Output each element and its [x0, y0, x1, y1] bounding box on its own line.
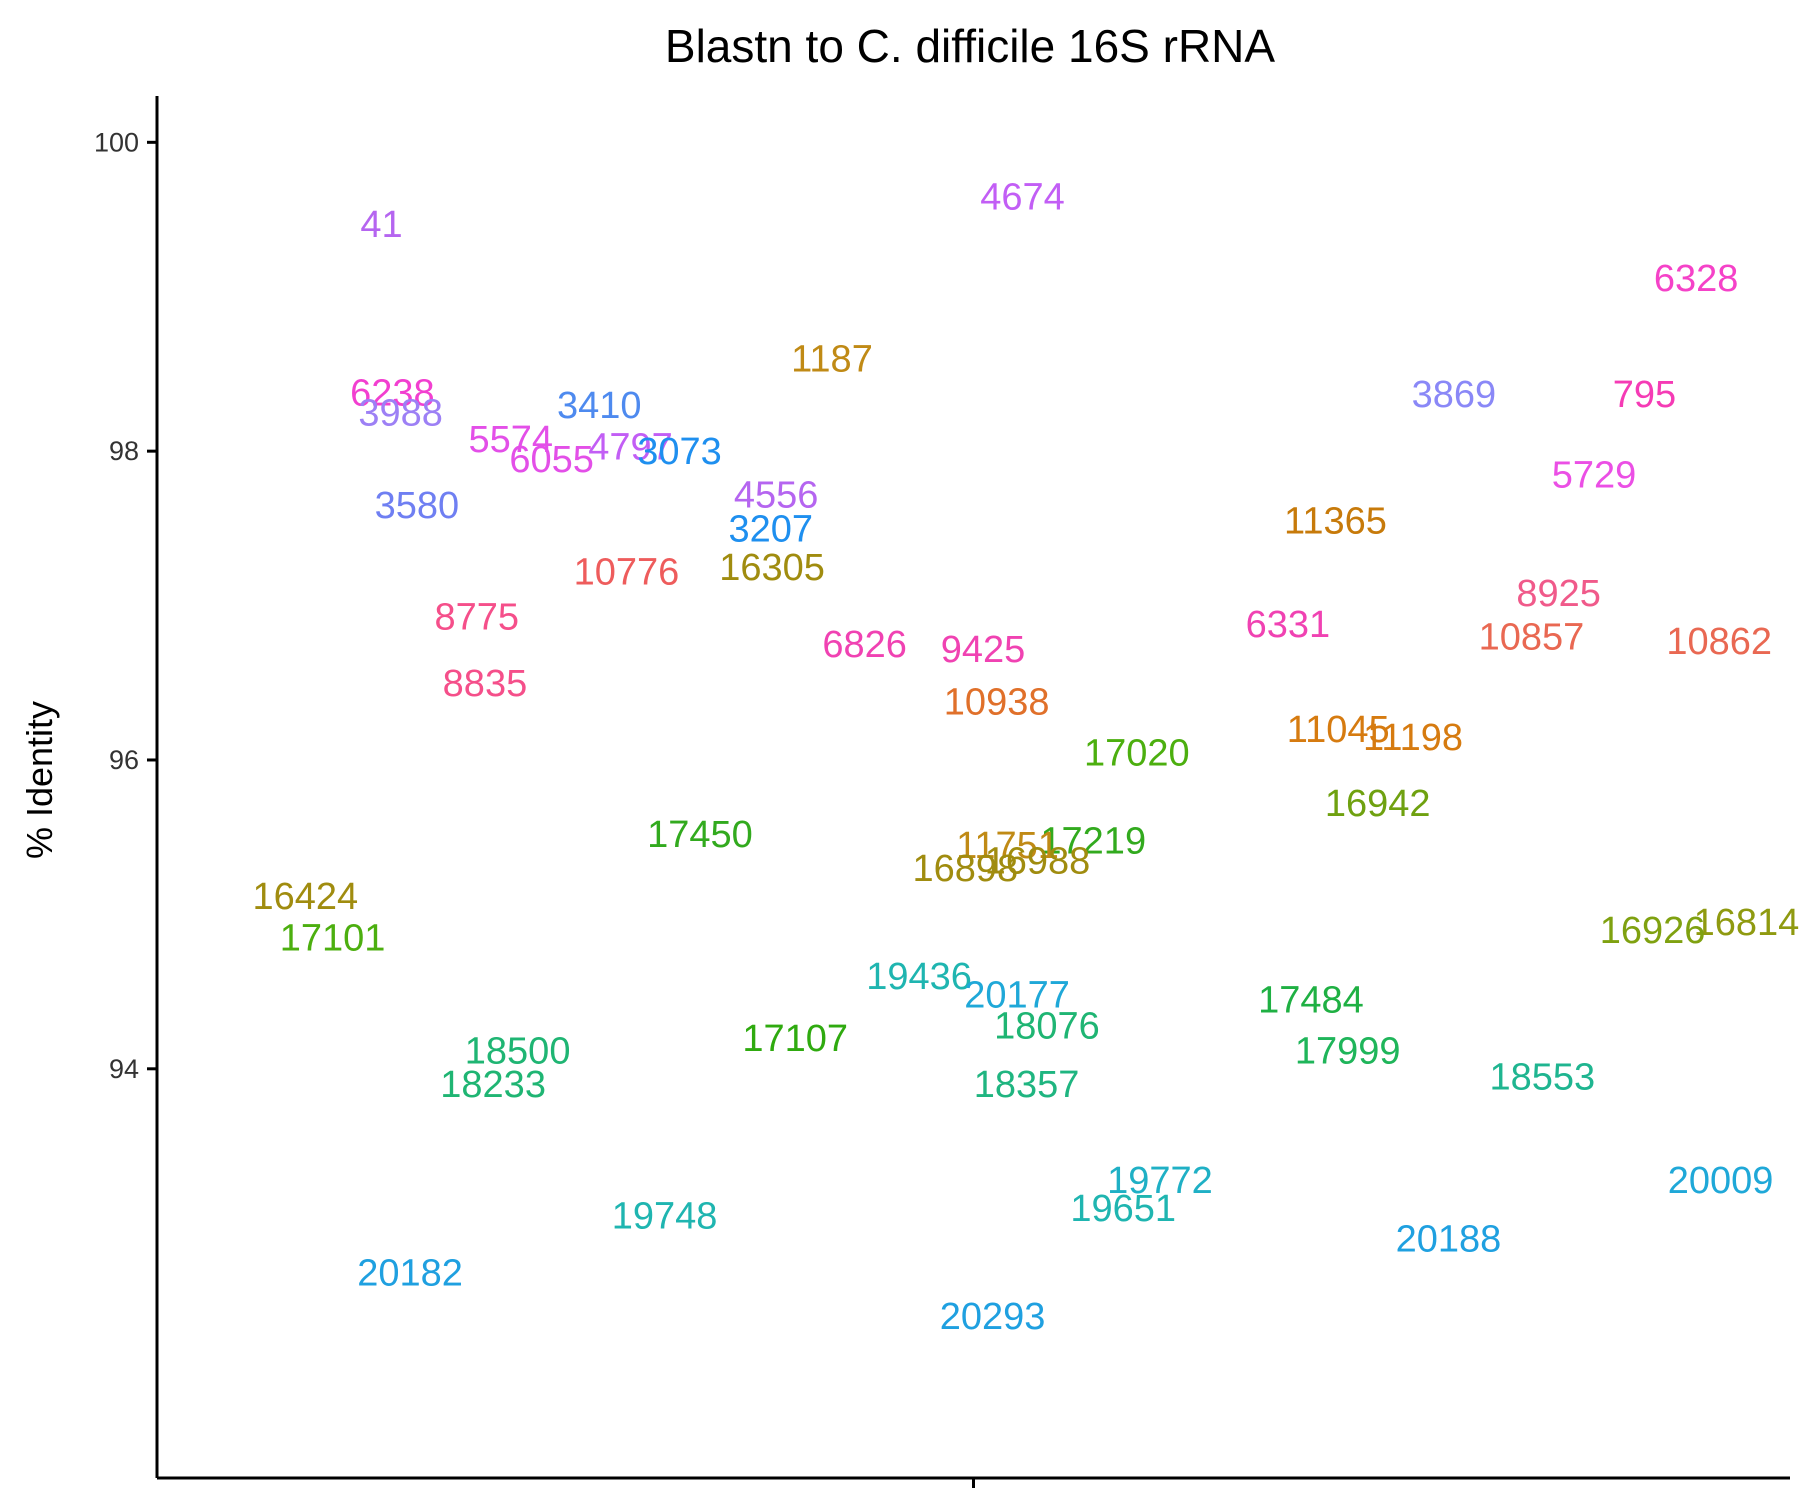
point-label: 20293: [940, 1296, 1046, 1338]
point-label: 8925: [1516, 573, 1601, 615]
point-label: 18357: [974, 1064, 1080, 1106]
point-label: 3988: [358, 393, 443, 435]
point-label: 16898: [912, 848, 1018, 890]
point-label: 9425: [941, 629, 1026, 671]
point-label: 16988: [985, 840, 1091, 882]
point-label: 6055: [509, 439, 594, 481]
point-label: 18076: [994, 1006, 1100, 1048]
point-label: 5574: [469, 419, 554, 461]
point-label: 10862: [1666, 621, 1772, 663]
point-label: 5729: [1552, 454, 1637, 496]
point-label: 6238: [350, 372, 435, 414]
point-label: 17450: [647, 814, 753, 856]
point-label: 20177: [964, 975, 1070, 1017]
point-label: 20009: [1668, 1160, 1774, 1202]
point-label: 17107: [742, 1018, 848, 1060]
point-label: 6328: [1654, 258, 1739, 300]
point-label: 8775: [435, 596, 520, 638]
y-tick-label: 100: [94, 127, 139, 157]
point-label: 19436: [866, 956, 972, 998]
point-label: 16814: [1694, 902, 1800, 944]
point-label: 10776: [574, 552, 680, 594]
point-label: 8835: [443, 663, 528, 705]
point-label: 11198: [1363, 717, 1463, 759]
point-label: 19651: [1070, 1188, 1176, 1230]
point-label: 11045: [1287, 709, 1390, 751]
y-tick-label: 94: [109, 1054, 139, 1084]
point-label: 18500: [465, 1030, 571, 1072]
point-label: 3410: [557, 385, 642, 427]
y-axis-label: % Identity: [19, 701, 60, 859]
y-axis-ticks: 94 96 98 100: [94, 127, 157, 1084]
y-tick-label: 96: [109, 745, 139, 775]
point-label: 11365: [1284, 501, 1387, 543]
point-label: 4674: [980, 176, 1065, 218]
point-label: 20182: [357, 1253, 463, 1295]
point-label: 10938: [944, 681, 1050, 723]
point-label: 4797: [588, 427, 673, 469]
point-label: 19772: [1107, 1160, 1213, 1202]
point-label: 16926: [1600, 910, 1706, 952]
point-label: 17219: [1040, 820, 1146, 862]
y-tick-label: 98: [109, 436, 139, 466]
chart-title: Blastn to C. difficile 16S rRNA: [665, 20, 1275, 72]
point-label: 3580: [375, 485, 460, 527]
point-label: 20188: [1396, 1219, 1502, 1261]
point-label: 11751: [956, 825, 1059, 867]
point-label: 6826: [822, 624, 907, 666]
point-label: 17999: [1295, 1030, 1401, 1072]
point-label: 17484: [1258, 979, 1364, 1021]
point-label: 17101: [280, 918, 386, 960]
point-label: 795: [1613, 374, 1676, 416]
point-label: 3869: [1412, 374, 1497, 416]
point-label: 3073: [637, 431, 722, 473]
point-label: 41: [360, 204, 402, 246]
point-label: 16424: [252, 876, 358, 918]
point-label: 10857: [1479, 616, 1585, 658]
point-label: 18233: [440, 1064, 546, 1106]
point-label: 18553: [1489, 1057, 1595, 1099]
point-label: 6331: [1246, 604, 1331, 646]
point-label: 19748: [612, 1195, 718, 1237]
point-label: 16942: [1325, 783, 1431, 825]
point-label: 4556: [734, 474, 819, 516]
point-label: 17020: [1084, 732, 1190, 774]
point-label: 1187: [791, 339, 873, 381]
point-label: 16305: [719, 547, 825, 589]
point-label: 3207: [728, 508, 813, 550]
